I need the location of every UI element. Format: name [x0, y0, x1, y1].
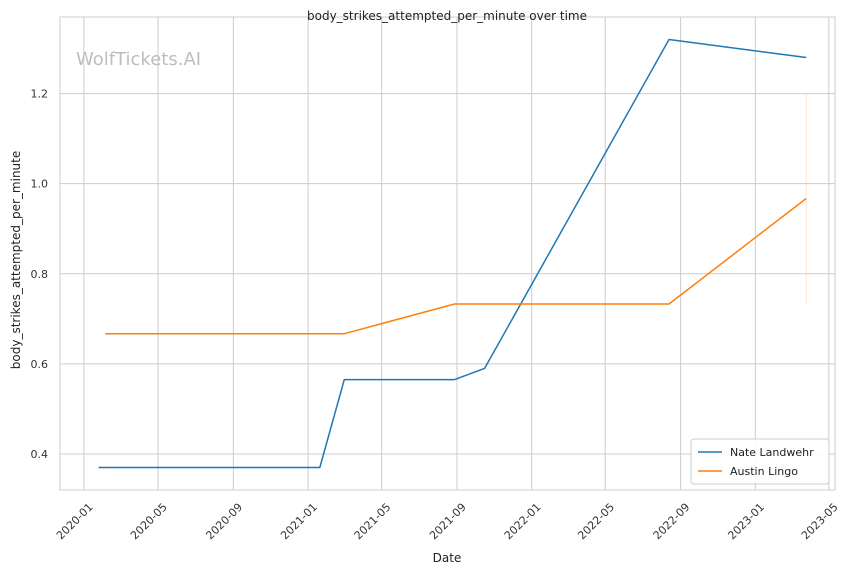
data-point-nate-landwehr — [668, 39, 670, 41]
data-point-austin-lingo — [104, 333, 106, 335]
data-point-nate-landwehr — [343, 379, 345, 381]
y-axis-title: body_strikes_attempted_per_minute — [9, 151, 23, 369]
data-point-austin-lingo — [343, 333, 345, 335]
data-point-nate-landwehr — [805, 57, 807, 59]
data-point-nate-landwehr — [98, 466, 100, 468]
data-point-nate-landwehr — [484, 367, 486, 369]
data-point-austin-lingo — [668, 303, 670, 305]
y-tick-label: 0.8 — [31, 268, 49, 281]
series-line-austin-lingo — [105, 197, 807, 335]
y-tick-label: 1.0 — [31, 178, 49, 191]
legend: Nate Landwehr Austin Lingo — [690, 438, 830, 485]
plot-area-frame — [59, 16, 836, 491]
y-tick-label: 0.6 — [31, 358, 49, 371]
y-tick-label: 0.4 — [31, 448, 49, 461]
legend-box — [690, 438, 830, 485]
series-line-nate-landwehr — [98, 38, 807, 469]
watermark: WolfTickets.AI — [76, 49, 201, 70]
data-point-nate-landwehr — [319, 466, 321, 468]
series-lines — [98, 38, 807, 469]
legend-label-austin-lingo: Austin Lingo — [730, 465, 798, 478]
data-point-nate-landwehr — [454, 379, 456, 381]
grid — [60, 17, 835, 490]
chart-title: body_strikes_attempted_per_minute over t… — [307, 9, 587, 23]
data-point-austin-lingo — [454, 303, 456, 305]
y-tick-label: 1.2 — [31, 88, 49, 101]
x-axis-title: Date — [433, 551, 462, 565]
y-tick-labels: 0.4 0.6 0.8 1.0 1.2 — [31, 88, 49, 461]
legend-label-nate-landwehr: Nate Landwehr — [730, 446, 814, 459]
